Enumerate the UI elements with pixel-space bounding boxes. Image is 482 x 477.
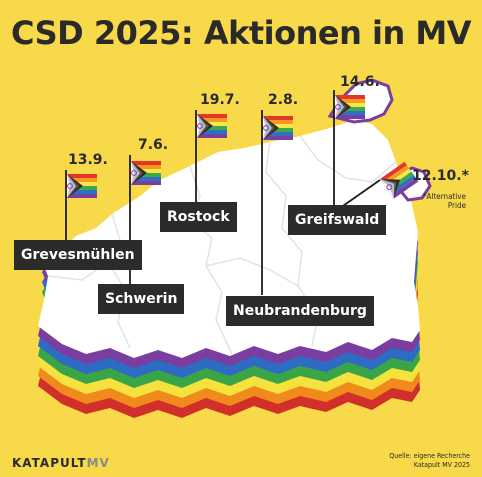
date-alternative-pride: 12.10.* [412, 168, 469, 184]
label-rostock: Rostock [160, 202, 237, 232]
label-greifswald: Greifswald [288, 205, 387, 235]
license-text: Katapult MV 2025 [413, 461, 470, 469]
katapult-mv-logo: KATAPULTMV [12, 456, 110, 470]
date-neubrandenburg: 2.8. [268, 92, 299, 108]
date-rostock: 19.7. [200, 92, 240, 108]
brand-sub: MV [86, 456, 110, 470]
label-grevesmuehlen: Grevesmühlen [14, 240, 142, 270]
date-grevesmuehlen: 13.9. [68, 152, 108, 168]
alternative-pride-note: *Alternative Pride [422, 192, 466, 210]
date-schwerin: 7.6. [138, 137, 169, 153]
source-text: Quelle: eigene Recherche [389, 452, 470, 460]
label-schwerin: Schwerin [98, 284, 185, 314]
label-neubrandenburg: Neubrandenburg [226, 296, 374, 326]
map-title: CSD 2025: Aktionen in MV [10, 14, 472, 52]
brand-main: KATAPULT [12, 456, 87, 470]
source-credit: Quelle: eigene Recherche Katapult MV 202… [389, 452, 470, 470]
date-greifswald: 14.6. [340, 74, 380, 90]
